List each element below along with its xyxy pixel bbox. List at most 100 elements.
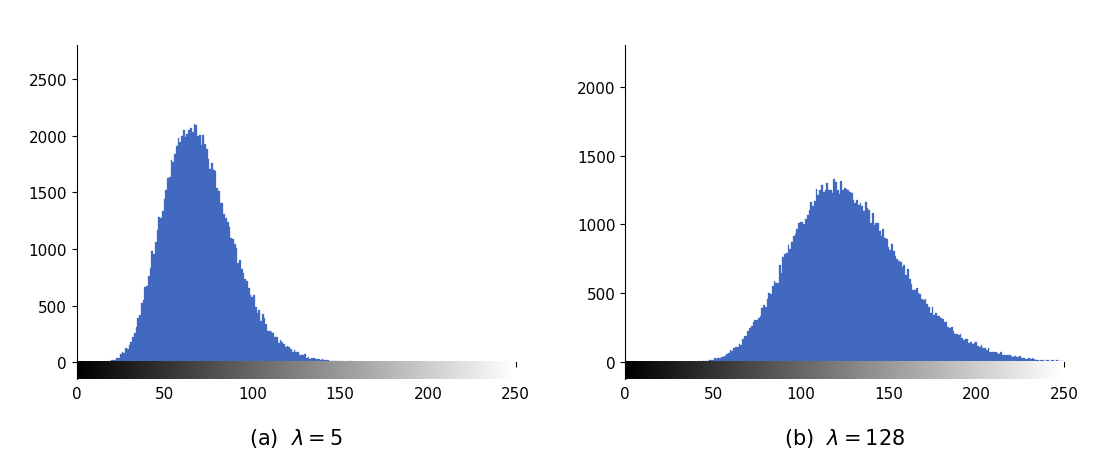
Bar	[312, 358, 313, 362]
Bar	[987, 348, 989, 362]
Bar	[1044, 361, 1045, 362]
Bar	[923, 301, 925, 362]
Bar	[706, 361, 709, 362]
Bar	[942, 319, 943, 362]
Bar	[812, 206, 814, 362]
Bar	[224, 214, 225, 362]
Bar	[146, 286, 148, 362]
Bar	[230, 239, 233, 362]
Bar	[974, 343, 975, 362]
Bar	[1054, 361, 1056, 362]
Bar	[143, 300, 145, 362]
Bar	[773, 281, 776, 362]
Bar	[873, 225, 875, 362]
Bar	[290, 350, 292, 362]
Bar	[796, 230, 799, 362]
Bar	[728, 353, 730, 362]
Bar	[180, 143, 181, 362]
Bar	[702, 361, 703, 362]
Bar	[905, 275, 907, 362]
Bar	[730, 350, 732, 362]
Bar	[1000, 352, 1002, 362]
Bar	[800, 223, 802, 362]
Bar	[958, 335, 960, 362]
Bar	[265, 325, 268, 362]
Bar	[986, 350, 987, 362]
Bar	[957, 334, 958, 362]
Bar	[324, 361, 325, 362]
Bar	[172, 163, 174, 362]
Bar	[864, 203, 867, 362]
Bar	[199, 136, 201, 362]
Bar	[911, 285, 913, 362]
Bar	[799, 224, 800, 362]
Bar	[289, 347, 290, 362]
Bar	[207, 160, 210, 362]
Bar	[195, 126, 197, 362]
Bar	[838, 194, 840, 362]
Bar	[723, 357, 724, 362]
Bar	[948, 327, 949, 362]
Bar	[879, 232, 881, 362]
Bar	[329, 361, 330, 362]
Bar	[292, 352, 294, 362]
Bar	[183, 131, 184, 362]
Bar	[907, 269, 908, 362]
Bar	[127, 349, 128, 362]
Bar	[951, 327, 952, 362]
Bar	[996, 353, 998, 362]
Bar	[992, 352, 993, 362]
Bar	[192, 133, 193, 362]
Bar	[750, 326, 753, 362]
Bar	[844, 188, 846, 362]
Bar	[837, 190, 838, 362]
Bar	[802, 223, 803, 362]
Bar	[896, 259, 898, 362]
Bar	[919, 294, 921, 362]
Bar	[176, 146, 178, 362]
Bar	[821, 185, 823, 362]
Bar	[961, 338, 963, 362]
Bar	[733, 348, 735, 362]
Bar	[711, 361, 712, 362]
Bar	[917, 293, 919, 362]
Bar	[753, 323, 755, 362]
Bar	[765, 307, 767, 362]
Bar	[981, 345, 983, 362]
Bar	[890, 250, 891, 362]
Bar	[893, 252, 895, 362]
Bar	[239, 260, 241, 362]
Bar	[171, 161, 172, 362]
Bar	[274, 338, 276, 362]
Bar	[995, 352, 996, 362]
Bar	[735, 347, 737, 362]
Bar	[828, 191, 829, 362]
Bar	[276, 338, 278, 362]
Bar	[826, 183, 828, 362]
Bar	[925, 299, 926, 362]
Text: (b)  $\lambda = 128$: (b) $\lambda = 128$	[784, 426, 905, 449]
Bar	[116, 358, 118, 362]
Bar	[1058, 361, 1060, 362]
Bar	[139, 316, 140, 362]
Bar	[123, 353, 125, 362]
Bar	[155, 243, 157, 362]
Bar	[281, 343, 283, 362]
Bar	[886, 239, 887, 362]
Bar	[870, 223, 872, 362]
Bar	[330, 361, 332, 362]
Bar	[817, 196, 819, 362]
Bar	[856, 201, 858, 362]
Bar	[869, 211, 870, 362]
Bar	[814, 201, 816, 362]
Bar	[278, 343, 280, 362]
Bar	[1018, 357, 1019, 362]
Bar	[140, 303, 143, 362]
Bar	[227, 223, 228, 362]
Bar	[811, 203, 812, 362]
Bar	[770, 294, 772, 362]
Bar	[998, 354, 1000, 362]
Bar	[298, 355, 301, 362]
Bar	[767, 299, 768, 362]
Bar	[930, 313, 931, 362]
